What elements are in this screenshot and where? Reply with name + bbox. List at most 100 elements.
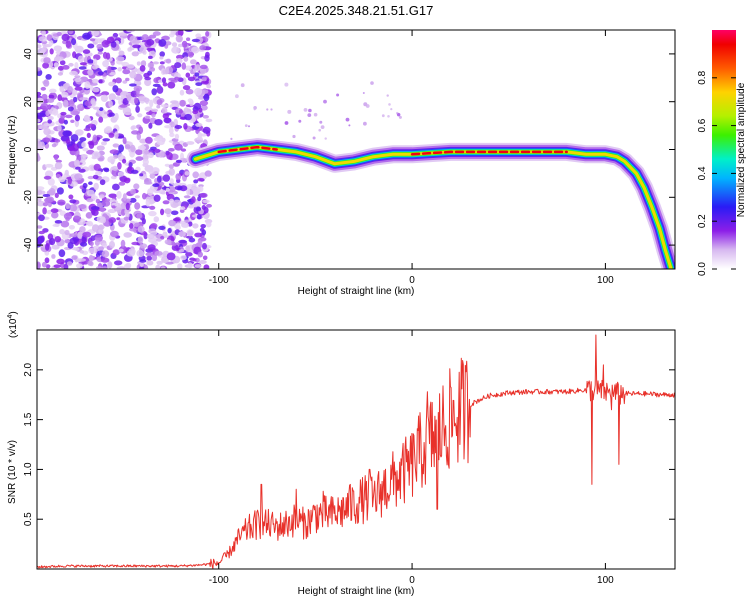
noise-blob xyxy=(93,163,101,171)
noise-blob xyxy=(100,94,108,103)
noise-blob xyxy=(170,210,179,216)
noise-blob xyxy=(138,126,144,134)
noise-blob xyxy=(151,167,160,175)
noise-blob xyxy=(199,64,208,70)
noise-blob xyxy=(158,39,167,47)
noise-blob xyxy=(203,264,210,269)
noise-blob xyxy=(176,222,181,229)
noise-blob xyxy=(37,97,44,105)
noise-blob xyxy=(43,175,52,180)
noise-blob xyxy=(48,188,56,196)
noise-blob xyxy=(117,162,122,170)
noise-dot xyxy=(390,108,393,111)
noise-blob xyxy=(70,134,79,142)
noise-blob xyxy=(132,44,142,49)
noise-blob xyxy=(174,125,183,129)
noise-blob xyxy=(144,78,152,87)
noise-blob xyxy=(71,255,78,260)
noise-blob xyxy=(203,93,210,102)
noise-blob xyxy=(146,111,154,116)
noise-dot xyxy=(363,121,367,126)
noise-blob xyxy=(107,156,116,163)
noise-blob xyxy=(113,154,119,159)
noise-blob xyxy=(205,118,213,123)
noise-blob xyxy=(162,174,171,182)
noise-blob xyxy=(88,181,93,185)
noise-blob xyxy=(183,123,188,130)
noise-blob xyxy=(47,115,54,121)
noise-blob xyxy=(199,45,207,51)
noise-blob xyxy=(51,211,59,219)
noise-blob xyxy=(153,216,160,223)
noise-blob xyxy=(108,112,115,117)
noise-blob xyxy=(163,117,172,124)
noise-blob xyxy=(118,50,125,56)
exponent-close: ) xyxy=(8,311,19,314)
noise-blob xyxy=(112,143,120,148)
noise-dot xyxy=(348,124,351,127)
noise-blob xyxy=(58,176,66,183)
noise-blob xyxy=(187,98,193,103)
noise-blob xyxy=(41,30,46,37)
noise-blob xyxy=(187,230,194,237)
noise-blob xyxy=(46,34,53,41)
noise-blob xyxy=(118,248,124,253)
noise-dot xyxy=(292,134,296,139)
colorbar xyxy=(712,30,736,269)
noise-blob xyxy=(111,168,120,177)
noise-blob xyxy=(165,58,172,64)
noise-blob xyxy=(160,191,166,195)
colorbar-ticks: 0.0 0.2 0.4 0.6 0.8 xyxy=(697,70,736,276)
noise-blob xyxy=(149,34,157,39)
noise-blob xyxy=(146,260,154,266)
noise-blob xyxy=(109,72,116,76)
noise-blob xyxy=(37,196,42,202)
noise-blob xyxy=(135,81,142,86)
noise-blob xyxy=(42,137,51,143)
noise-blob xyxy=(122,193,127,201)
noise-blob xyxy=(181,40,188,48)
noise-blob xyxy=(178,109,183,114)
x-tick-label: 100 xyxy=(597,275,614,286)
noise-dot xyxy=(381,114,385,118)
noise-blob xyxy=(161,77,167,84)
noise-blob xyxy=(149,205,156,210)
noise-blob xyxy=(92,174,99,180)
noise-blob xyxy=(56,187,64,195)
noise-blob xyxy=(112,249,120,256)
noise-blob xyxy=(43,79,50,87)
noise-blob xyxy=(53,45,63,52)
noise-dot xyxy=(388,103,391,106)
noise-blob xyxy=(166,152,173,160)
noise-blob xyxy=(185,88,194,95)
noise-blob xyxy=(161,107,168,115)
noise-blob xyxy=(77,104,82,110)
noise-blob xyxy=(100,216,106,224)
y-tick-label: -40 xyxy=(23,237,34,252)
noise-blob xyxy=(178,43,183,48)
noise-blob xyxy=(52,108,59,116)
noise-blob xyxy=(121,61,130,67)
noise-blob xyxy=(199,100,209,106)
noise-blob xyxy=(37,118,41,123)
noise-blob xyxy=(185,245,190,253)
noise-blob xyxy=(107,65,112,74)
noise-blob xyxy=(164,208,172,215)
noise-blob xyxy=(169,178,174,185)
y-tick-label: 1.0 xyxy=(23,462,34,476)
noise-blob xyxy=(145,136,153,144)
ridge-band xyxy=(191,143,675,269)
noise-blob xyxy=(100,257,110,263)
noise-blob xyxy=(125,202,130,211)
noise-blob xyxy=(117,135,125,139)
noise-blob xyxy=(123,216,130,221)
noise-blob xyxy=(76,263,83,269)
noise-blob xyxy=(63,263,69,269)
noise-blob xyxy=(87,69,94,76)
noise-blob xyxy=(96,43,103,50)
noise-blob xyxy=(177,186,183,191)
noise-blob xyxy=(90,98,96,105)
noise-blob xyxy=(131,130,139,135)
noise-blob xyxy=(79,62,87,66)
noise-blob xyxy=(74,75,81,79)
